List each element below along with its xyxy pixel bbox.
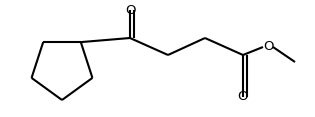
Text: O: O bbox=[263, 40, 273, 53]
Text: O: O bbox=[238, 91, 248, 104]
Text: O: O bbox=[125, 4, 135, 16]
